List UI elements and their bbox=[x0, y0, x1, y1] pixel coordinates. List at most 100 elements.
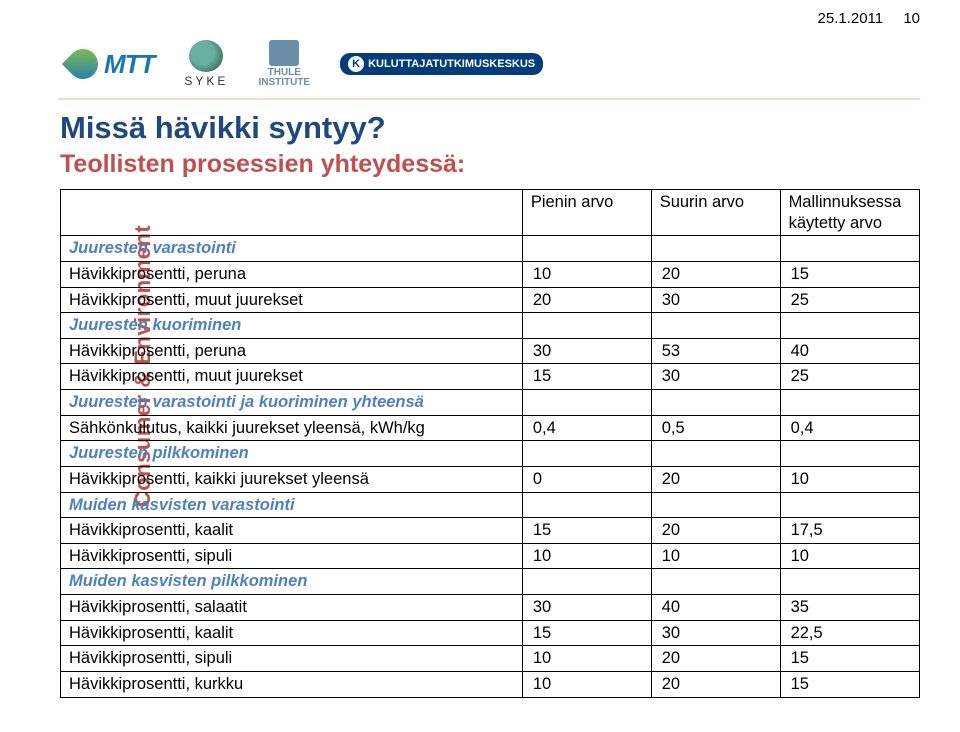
section-empty-cell bbox=[651, 390, 780, 416]
table-section-row: Muiden kasvisten pilkkominen bbox=[61, 569, 920, 595]
section-title-cell: Juuresten varastointi ja kuoriminen yhte… bbox=[61, 390, 523, 416]
table-row: Hävikkiprosentti, peruna305340 bbox=[61, 338, 920, 364]
date-text: 25.1.2011 bbox=[818, 10, 884, 27]
row-value-cell: 0 bbox=[522, 466, 651, 492]
logo-mtt: MTT bbox=[68, 40, 154, 88]
table-section-row: Juuresten kuoriminen bbox=[61, 313, 920, 339]
row-value-cell: 15 bbox=[522, 364, 651, 390]
row-label-cell: Hävikkiprosentti, muut juurekset bbox=[61, 287, 523, 313]
row-value-cell: 25 bbox=[780, 287, 919, 313]
section-empty-cell bbox=[651, 441, 780, 467]
row-value-cell: 30 bbox=[651, 287, 780, 313]
ktk-k-icon: K bbox=[348, 56, 364, 72]
row-value-cell: 10 bbox=[522, 671, 651, 697]
ktk-box: K KULUTTAJATUTKIMUSKESKUS bbox=[340, 53, 543, 75]
row-label-cell: Hävikkiprosentti, kurkku bbox=[61, 671, 523, 697]
row-value-cell: 53 bbox=[651, 338, 780, 364]
header-blank bbox=[61, 190, 523, 236]
logo-ktk: K KULUTTAJATUTKIMUSKESKUS bbox=[340, 40, 543, 88]
section-empty-cell bbox=[522, 492, 651, 518]
row-value-cell: 20 bbox=[522, 287, 651, 313]
row-value-cell: 20 bbox=[651, 646, 780, 672]
header-col3: Mallinnuksessa käytetty arvo bbox=[780, 190, 919, 236]
row-value-cell: 20 bbox=[651, 518, 780, 544]
row-label-cell: Hävikkiprosentti, salaatit bbox=[61, 595, 523, 621]
logo-syke-text: SYKE bbox=[184, 74, 228, 88]
row-label-cell: Hävikkiprosentti, sipuli bbox=[61, 646, 523, 672]
row-value-cell: 15 bbox=[780, 261, 919, 287]
row-value-cell: 20 bbox=[651, 671, 780, 697]
table-row: Hävikkiprosentti, kaalit153022,5 bbox=[61, 620, 920, 646]
section-empty-cell bbox=[522, 441, 651, 467]
row-label-cell: Hävikkiprosentti, kaalit bbox=[61, 518, 523, 544]
row-value-cell: 0,4 bbox=[780, 415, 919, 441]
section-empty-cell bbox=[522, 313, 651, 339]
content-area: Missä hävikki syntyy? Teollisten prosess… bbox=[60, 110, 920, 698]
page-subtitle: Teollisten prosessien yhteydessä: bbox=[60, 150, 920, 179]
row-value-cell: 0,5 bbox=[651, 415, 780, 441]
row-value-cell: 30 bbox=[522, 338, 651, 364]
table-header-row: Pienin arvo Suurin arvo Mallinnuksessa k… bbox=[61, 190, 920, 236]
globe-icon bbox=[189, 40, 223, 72]
row-label-cell: Hävikkiprosentti, muut juurekset bbox=[61, 364, 523, 390]
row-value-cell: 10 bbox=[522, 261, 651, 287]
row-label-cell: Hävikkiprosentti, peruna bbox=[61, 261, 523, 287]
section-title-cell: Juuresten pilkkominen bbox=[61, 441, 523, 467]
row-value-cell: 0,4 bbox=[522, 415, 651, 441]
section-empty-cell bbox=[780, 569, 919, 595]
table-row: Hävikkiprosentti, sipuli101010 bbox=[61, 543, 920, 569]
logo-syke: SYKE bbox=[184, 40, 228, 88]
separator-line bbox=[58, 98, 920, 100]
row-value-cell: 10 bbox=[522, 646, 651, 672]
section-empty-cell bbox=[780, 236, 919, 262]
data-table: Pienin arvo Suurin arvo Mallinnuksessa k… bbox=[60, 189, 920, 698]
table-row: Hävikkiprosentti, muut juurekset153025 bbox=[61, 364, 920, 390]
section-empty-cell bbox=[522, 569, 651, 595]
page-number: 10 bbox=[903, 10, 920, 27]
page-title: Missä hävikki syntyy? bbox=[60, 110, 920, 146]
section-title-cell: Juuresten kuoriminen bbox=[61, 313, 523, 339]
table-section-row: Juuresten varastointi ja kuoriminen yhte… bbox=[61, 390, 920, 416]
row-value-cell: 17,5 bbox=[780, 518, 919, 544]
row-value-cell: 20 bbox=[651, 466, 780, 492]
row-label-cell: Hävikkiprosentti, kaikki juurekset yleen… bbox=[61, 466, 523, 492]
table-row: Hävikkiprosentti, kaalit152017,5 bbox=[61, 518, 920, 544]
table-row: Hävikkiprosentti, sipuli102015 bbox=[61, 646, 920, 672]
row-value-cell: 40 bbox=[780, 338, 919, 364]
row-label-cell: Sähkönkulutus, kaikki juurekset yleensä,… bbox=[61, 415, 523, 441]
row-value-cell: 10 bbox=[780, 466, 919, 492]
table-row: Hävikkiprosentti, peruna102015 bbox=[61, 261, 920, 287]
row-value-cell: 15 bbox=[522, 518, 651, 544]
row-value-cell: 22,5 bbox=[780, 620, 919, 646]
row-value-cell: 30 bbox=[651, 620, 780, 646]
row-label-cell: Hävikkiprosentti, sipuli bbox=[61, 543, 523, 569]
row-value-cell: 25 bbox=[780, 364, 919, 390]
table-row: Hävikkiprosentti, salaatit304035 bbox=[61, 595, 920, 621]
row-label-cell: Hävikkiprosentti, peruna bbox=[61, 338, 523, 364]
section-empty-cell bbox=[651, 569, 780, 595]
date-block: 25.1.2011 10 bbox=[818, 10, 920, 27]
logo-mtt-text: MTT bbox=[104, 49, 154, 80]
thule-line2: INSTITUTE bbox=[258, 77, 310, 88]
section-title-cell: Muiden kasvisten pilkkominen bbox=[61, 569, 523, 595]
logo-thule: THULE INSTITUTE bbox=[258, 40, 310, 88]
section-empty-cell bbox=[780, 390, 919, 416]
header-col1: Pienin arvo bbox=[522, 190, 651, 236]
row-label-cell: Hävikkiprosentti, kaalit bbox=[61, 620, 523, 646]
row-value-cell: 30 bbox=[522, 595, 651, 621]
section-empty-cell bbox=[651, 313, 780, 339]
section-empty-cell bbox=[780, 492, 919, 518]
logo-row: MTT SYKE THULE INSTITUTE K KULUTTAJATUTK… bbox=[68, 40, 543, 88]
section-empty-cell bbox=[522, 236, 651, 262]
row-value-cell: 10 bbox=[522, 543, 651, 569]
section-empty-cell bbox=[651, 492, 780, 518]
leaf-icon bbox=[62, 43, 104, 85]
row-value-cell: 35 bbox=[780, 595, 919, 621]
row-value-cell: 40 bbox=[651, 595, 780, 621]
row-value-cell: 20 bbox=[651, 261, 780, 287]
table-row: Sähkönkulutus, kaikki juurekset yleensä,… bbox=[61, 415, 920, 441]
row-value-cell: 10 bbox=[780, 543, 919, 569]
logo-ktk-text: KULUTTAJATUTKIMUSKESKUS bbox=[368, 58, 535, 70]
table-row: Hävikkiprosentti, kurkku102015 bbox=[61, 671, 920, 697]
logo-thule-text: THULE INSTITUTE bbox=[258, 68, 310, 88]
